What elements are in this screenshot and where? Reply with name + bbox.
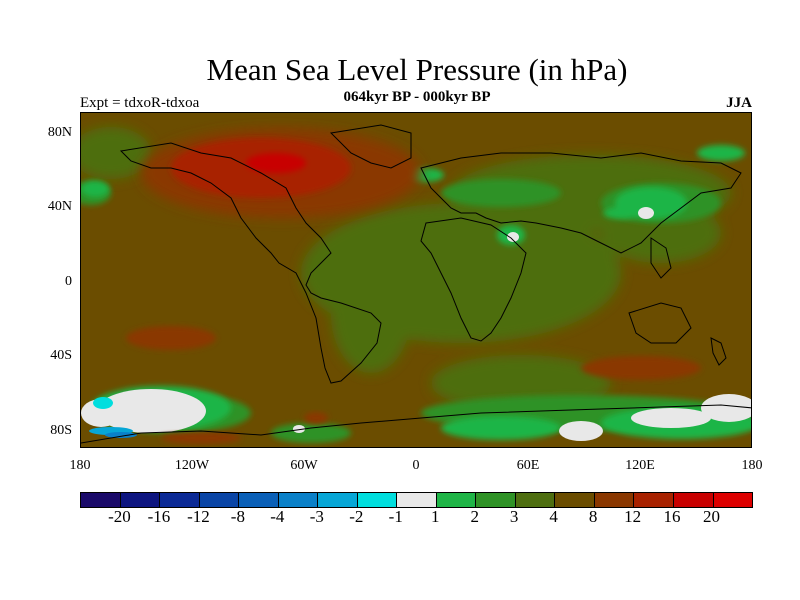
colorbar-swatch [357,493,398,507]
lat-tick-40s: 40S [50,348,72,363]
map-title: Mean Sea Level Pressure (in hPa) [206,52,628,87]
colorbar-label: 3 [509,507,519,526]
colorbar-swatch [436,493,477,507]
colorbar-swatch [278,493,319,507]
pressure-field [81,113,751,447]
lat-tick-80s: 80S [50,423,72,438]
colorbar-swatch [81,493,121,507]
field-neg1-1 [81,207,751,441]
pressure-map [80,112,752,448]
colorbar-swatch [160,493,200,507]
colorbar-swatch [239,493,279,507]
coastlines [81,124,751,444]
colorbar-swatch [397,493,437,507]
colorbar-label: 2 [470,507,479,526]
lat-tick-80n: 80N [47,125,72,140]
map-subtitle: 064kyr BP - 000kyr BP [343,89,491,105]
colorbar-label: 20 [703,507,721,526]
colorbar-label: 12 [624,507,642,526]
colorbar-swatch [515,493,556,507]
colorbar-label: -8 [230,507,245,526]
colorbar-label: 1 [430,507,440,526]
colorbar-label: 8 [588,507,598,526]
field-negative [89,397,137,438]
colorbar-swatch [476,493,516,507]
colorbar-swatch [634,493,674,507]
experiment-label: Expt = tdxoR-tdxoa [80,95,200,111]
colorbar-label: 4 [549,507,558,526]
colorbar-swatch [318,493,358,507]
field-highs [126,128,701,444]
lon-tick-180e: 180 [741,458,763,473]
colorbar-swatch [120,493,161,507]
season-label: JJA [726,95,752,111]
colorbar-swatch [594,493,635,507]
colorbar-label: -12 [187,507,210,526]
colorbar-label: -20 [108,507,131,526]
colorbar-label: -1 [388,507,403,526]
colorbar-swatch [673,493,714,507]
colorbar-label: -16 [147,507,171,526]
colorbar-swatch [199,493,240,507]
colorbar-label: -3 [309,507,324,526]
colorbar-swatch [555,493,595,507]
lon-tick-0: 0 [412,458,420,473]
lat-tick-0: 0 [65,274,72,289]
lat-tick-40n: 40N [47,199,72,214]
lon-tick-60e: 60E [516,458,540,473]
lon-tick-120e: 120E [625,458,655,473]
colorbar-label: -2 [349,507,364,526]
colorbar-label: 16 [663,507,681,526]
colorbar-label: -4 [270,507,285,526]
lon-tick-60w: 60W [290,458,318,473]
lon-tick-120w: 120W [174,458,210,473]
lon-tick-180w: 180 [69,458,91,473]
colorbar-swatch [713,493,753,507]
colorbar [80,492,753,508]
